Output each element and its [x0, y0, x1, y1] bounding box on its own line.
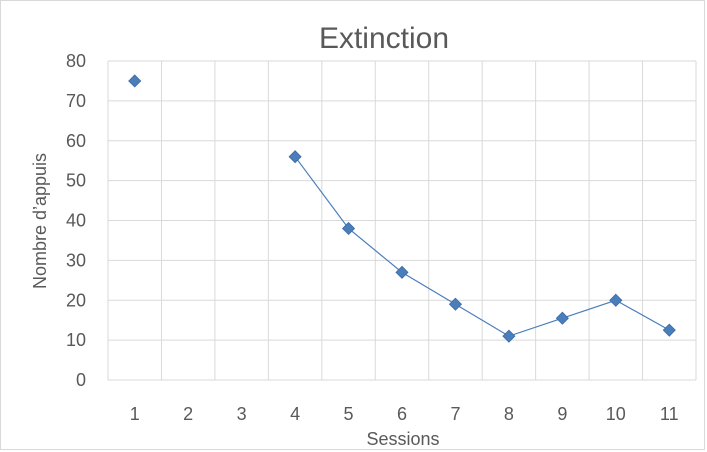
x-tick-label: 6 [397, 404, 407, 424]
data-point [609, 293, 623, 307]
y-tick-label: 10 [66, 330, 86, 350]
x-tick-label: 10 [606, 404, 626, 424]
data-point [288, 150, 302, 164]
x-tick-label: 5 [344, 404, 354, 424]
tick-layer: 0 10 20 30 40 50 60 70 80 1 2 3 4 5 6 7 8 9 10 11 [66, 51, 679, 424]
data-point [555, 311, 569, 325]
x-tick-label: 7 [450, 404, 460, 424]
x-tick-label: 1 [130, 404, 140, 424]
x-tick-label: 9 [557, 404, 567, 424]
data-point [502, 329, 516, 343]
data-point [395, 265, 409, 279]
data-point [341, 221, 356, 236]
chart-title: Extinction [319, 22, 449, 55]
y-tick-label: 80 [66, 51, 86, 71]
y-tick-label: 50 [66, 171, 86, 191]
y-tick-label: 40 [66, 211, 86, 231]
y-tick-label: 60 [66, 131, 86, 151]
y-tick-label: 30 [66, 250, 86, 270]
grid-layer [107, 60, 697, 381]
y-axis-label: Nombre d’appuis [30, 153, 50, 289]
data-point [128, 74, 142, 88]
y-tick-label: 20 [66, 290, 86, 310]
x-tick-label: 2 [183, 404, 193, 424]
x-tick-label: 11 [660, 404, 679, 424]
series-line [294, 156, 670, 337]
y-tick-label: 70 [66, 91, 86, 111]
data-point [662, 323, 676, 337]
x-axis-label: Sessions [366, 429, 439, 449]
series-layer [128, 74, 676, 343]
y-tick-label: 0 [76, 370, 86, 390]
x-tick-label: 3 [237, 404, 247, 424]
x-tick-label: 8 [504, 404, 514, 424]
data-point [448, 297, 463, 311]
x-tick-label: 4 [290, 404, 300, 424]
